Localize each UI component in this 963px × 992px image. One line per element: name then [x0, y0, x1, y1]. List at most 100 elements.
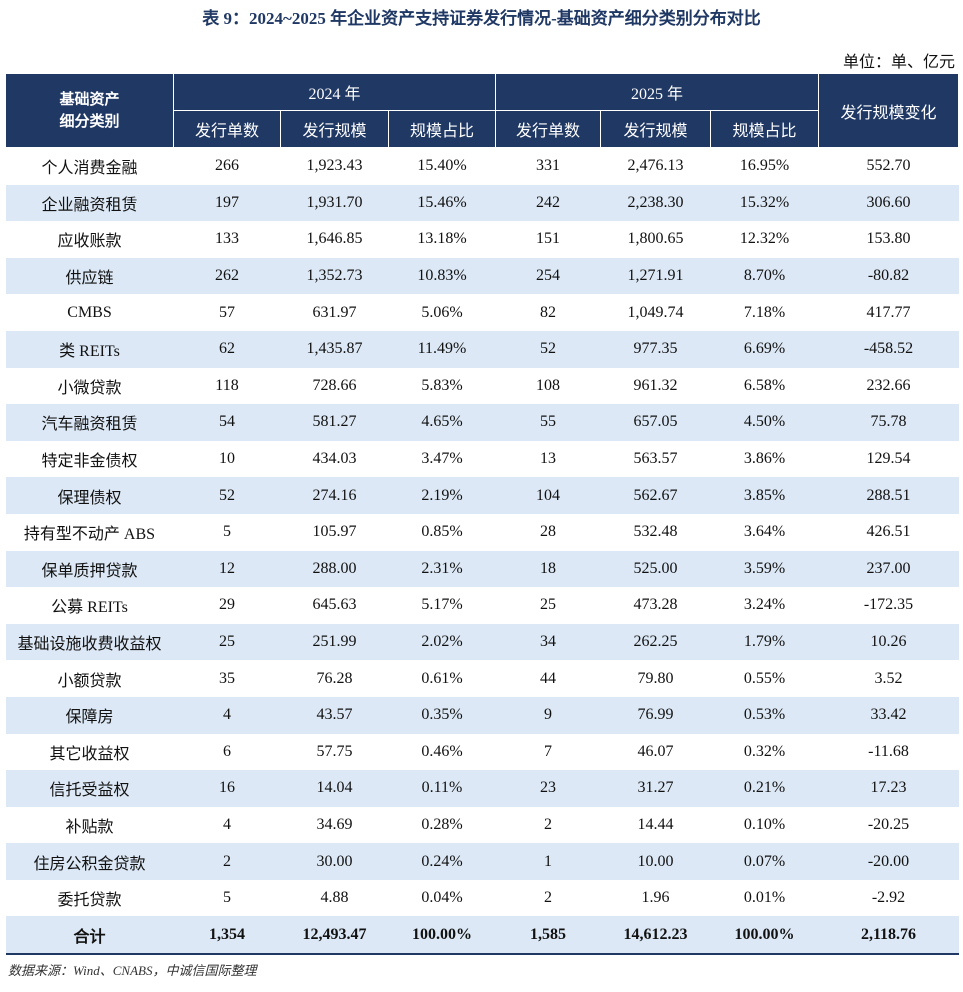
header-row: 基础资产 细分类别 2024 年 2025 年 发行规模变化 — [5, 73, 959, 148]
value-cell: 133 — [215, 230, 239, 248]
value-cell: 44 — [540, 669, 556, 687]
value-cell: 562.67 — [600, 477, 711, 514]
category-cell: 企业融资租赁 — [5, 184, 174, 222]
value-cell: 10.83% — [388, 257, 496, 295]
value-cell: 3.85% — [710, 477, 819, 514]
value-cell: 15.40% — [417, 157, 467, 175]
table-row: 应收账款 133 1,646.85 13.18% 151 1,800.65 12.32% 15… — [6, 221, 959, 258]
value-cell: 43.57 — [280, 696, 389, 734]
value-cell: 46.07 — [637, 742, 674, 760]
value-cell: 1,646.85 — [306, 230, 363, 248]
value-cell: 52 — [173, 477, 281, 514]
value-cell: 14.44 — [637, 815, 674, 833]
table-row: 小微贷款 118 728.66 5.83% 108 961.32 6.58% 232.66 — [6, 368, 959, 405]
value-cell: 52 — [495, 330, 601, 368]
table-row: CMBS 57 631.97 5.06% 82 1,049.74 7.18% 417.77 — [6, 294, 959, 331]
value-cell: 104 — [495, 477, 601, 514]
value-cell: 563.57 — [633, 450, 678, 468]
value-cell: 3.52 — [874, 669, 903, 687]
value-cell: 728.66 — [312, 376, 357, 394]
subcolumn-header: 发行规模 — [280, 110, 389, 148]
value-cell: 29 — [219, 596, 235, 614]
value-cell: 8.70% — [710, 257, 819, 295]
value-cell: 288.51 — [818, 477, 959, 514]
table-row: 小额贷款 35 76.28 0.61% 44 79.80 0.55% 3.52 — [6, 660, 959, 697]
value-cell: 2.19% — [388, 477, 496, 514]
table-body: 个人消费金融 266 1,923.43 15.40% 331 2,476.13 16.95%… — [5, 148, 959, 956]
value-cell: 10 — [219, 450, 235, 468]
table-row: 保障房 4 43.57 0.35% 9 76.99 0.53% 33.42 — [5, 696, 959, 734]
category-cell: 类 REITs — [5, 330, 174, 368]
value-cell: 10.00 — [600, 843, 711, 880]
value-cell: 33.42 — [818, 696, 959, 734]
value-cell: 1,931.70 — [280, 184, 389, 222]
category-cell: 小微贷款 — [57, 379, 122, 397]
value-cell: 0.35% — [388, 696, 496, 734]
value-cell: 76.99 — [600, 696, 711, 734]
value-cell: -20.25 — [867, 815, 910, 833]
value-cell: 645.63 — [312, 596, 357, 614]
value-cell: -20.00 — [818, 843, 959, 880]
subcolumn-header: 规模占比 — [388, 110, 496, 148]
table-row: 个人消费金融 266 1,923.43 15.40% 331 2,476.13 16.95%… — [6, 148, 959, 185]
value-cell: 251.99 — [280, 623, 389, 661]
value-cell: 0.28% — [421, 815, 463, 833]
category-cell: CMBS — [67, 303, 112, 321]
value-cell: 2,238.30 — [600, 184, 711, 222]
value-cell: 262 — [173, 257, 281, 295]
table-row: 补贴款 4 34.69 0.28% 2 14.44 0.10% -20.25 — [6, 807, 959, 844]
category-cell: 保单质押贷款 — [5, 550, 174, 588]
value-cell: 151 — [536, 230, 560, 248]
value-cell: 657.05 — [600, 404, 711, 441]
value-cell: 581.27 — [280, 404, 389, 441]
value-cell: 76.28 — [316, 669, 353, 687]
category-cell: 公募 REITs — [51, 599, 128, 617]
value-cell: 25 — [173, 623, 281, 661]
value-cell: 532.48 — [633, 523, 678, 541]
value-cell: 262.25 — [600, 623, 711, 661]
category-cell: 保障房 — [5, 696, 174, 734]
category-cell: 持有型不动产 ABS — [23, 526, 156, 544]
value-cell: 4.88 — [320, 889, 349, 907]
value-cell: 0.10% — [743, 815, 786, 833]
value-cell: 14.04 — [280, 770, 389, 807]
value-cell: 17.23 — [818, 770, 959, 807]
value-cell: 10.26 — [818, 623, 959, 661]
value-cell: 0.24% — [388, 843, 496, 880]
change-header: 发行规模变化 — [818, 73, 959, 148]
value-cell: 0.32% — [743, 742, 786, 760]
value-cell: -11.68 — [868, 742, 909, 760]
value-cell: 0.07% — [710, 843, 819, 880]
table-row: 基础设施收费收益权 25 251.99 2.02% 34 262.25 1.79% 10.26 — [5, 623, 959, 661]
value-cell: -172.35 — [863, 596, 914, 614]
table-row: 公募 REITs 29 645.63 5.17% 25 473.28 3.24% -172.3… — [6, 587, 959, 624]
value-cell: 54 — [173, 404, 281, 441]
value-cell: 2 — [173, 843, 281, 880]
value-cell: 13 — [540, 450, 556, 468]
subcolumn-header: 发行单数 — [495, 110, 601, 148]
year-header: 2024 年 — [173, 73, 496, 111]
category-cell: 补贴款 — [65, 818, 114, 836]
value-cell: 35 — [219, 669, 235, 687]
value-cell: 4.65% — [388, 404, 496, 441]
value-cell: 0.85% — [421, 523, 463, 541]
value-cell: 129.54 — [866, 450, 911, 468]
value-cell: 12.32% — [739, 230, 790, 248]
table-row: 委托贷款 5 4.88 0.04% 2 1.96 0.01% -2.92 — [6, 880, 959, 917]
value-cell: 82 — [540, 303, 556, 321]
table-row: 信托受益权 16 14.04 0.11% 23 31.27 0.21% 17.23 — [5, 770, 959, 807]
value-cell: 57 — [219, 303, 235, 321]
category-cell: 应收账款 — [57, 233, 122, 251]
value-cell: 331 — [536, 157, 560, 175]
category-cell: 汽车融资租赁 — [5, 404, 174, 441]
value-cell: 274.16 — [280, 477, 389, 514]
value-cell: 3.59% — [710, 550, 819, 588]
subcolumn-header: 发行单数 — [173, 110, 281, 148]
value-cell: 5 — [223, 889, 231, 907]
table-row: 保单质押贷款 12 288.00 2.31% 18 525.00 3.59% 237.00 — [5, 550, 959, 588]
value-cell: 153.80 — [866, 230, 911, 248]
value-cell: 6 — [223, 742, 231, 760]
header-row: 发行单数 发行规模 规模占比 发行单数 发行规模 规模占比 — [6, 110, 959, 148]
unit-note: 单位：单、亿元 — [842, 54, 955, 71]
